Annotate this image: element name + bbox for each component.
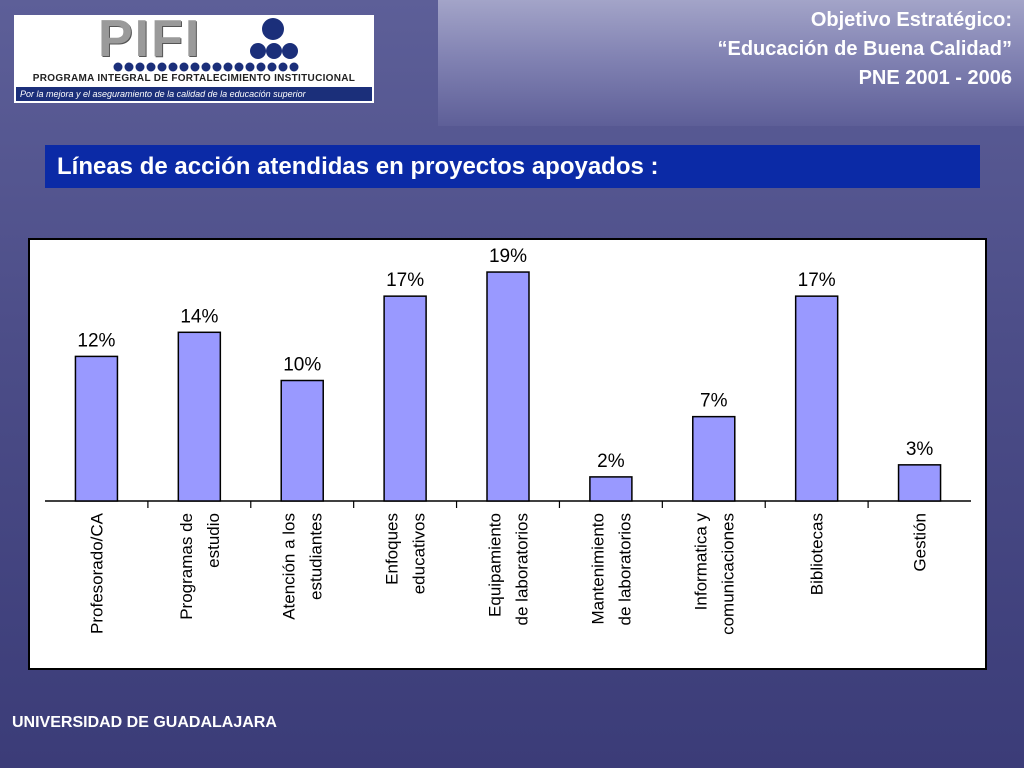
chart-frame: 12% Profesorado/CA 14% Programas de estudio 1…: [28, 238, 987, 670]
bar-8: [897, 464, 942, 502]
footer-university: UNIVERSIDAD DE GUADALAJARA: [12, 714, 277, 731]
bar-4: [486, 271, 530, 502]
category-label-line: Programas de: [177, 513, 196, 620]
pifi-logo: PIFI PROGRAMA INTEGRAL DE FORTALECIMIENT…: [14, 15, 374, 103]
objective-line-1: Objetivo Estratégico:: [810, 9, 1012, 31]
category-label-line: Atención a los: [280, 513, 299, 620]
bar-value-label: 17%: [386, 270, 424, 291]
bar-value-label: 2%: [597, 451, 625, 472]
bar-value-label: 19%: [489, 246, 527, 267]
category-label-line: Profesorado/CA: [87, 512, 106, 634]
objective-header: Objetivo Estratégico: “Educación de Buen…: [592, 6, 1012, 93]
category-label-4: Equipamiento de laboratorios: [486, 513, 532, 625]
category-label-line: Mantenimiento: [588, 513, 607, 625]
category-label-1: Programas de estudio: [177, 513, 223, 620]
category-label-6: Informatica y comunicaciones: [691, 513, 737, 635]
bar-value-label: 10%: [283, 355, 321, 376]
category-label-line: Gestión: [911, 513, 930, 572]
category-label-line: Informatica y: [691, 513, 710, 611]
logo-tagline: Por la mejora y el aseguramiento de la c…: [16, 87, 372, 101]
category-label-line: Bibliotecas: [808, 513, 827, 595]
bar-value-label: 7%: [700, 391, 728, 412]
category-label-line: estudio: [204, 513, 223, 568]
bar-1: [177, 331, 222, 502]
category-label-7: Bibliotecas: [808, 513, 827, 595]
bar-6: [692, 415, 736, 502]
bar-value-label: 12%: [77, 330, 115, 351]
logo-wordmark: PIFI: [98, 15, 202, 68]
section-title: Líneas de acción atendidas en proyectos …: [45, 145, 980, 188]
category-label-line: Enfoques: [383, 513, 402, 585]
category-label-line: Equipamiento: [486, 513, 505, 617]
bar-0: [74, 355, 119, 502]
logo-program-name: PROGRAMA INTEGRAL DE FORTALECIMIENTO INS…: [32, 73, 356, 84]
category-label-0: Profesorado/CA: [87, 512, 106, 634]
category-label-line: de laboratorios: [513, 513, 532, 625]
header-band: [438, 0, 1024, 126]
bar-5: [589, 476, 633, 502]
bar-7: [794, 295, 839, 502]
objective-line-2: “Educación de Buena Calidad”: [717, 38, 1012, 60]
bar-2: [280, 379, 324, 502]
category-label-5: Mantenimiento de laboratorios: [588, 513, 634, 625]
category-label-line: educativos: [410, 513, 429, 594]
category-label-line: comunicaciones: [718, 513, 737, 635]
category-label-8: Gestión: [911, 513, 930, 572]
logo-dots-graphic: [113, 18, 299, 72]
category-label-line: de laboratorios: [615, 513, 634, 625]
bar-value-label: 17%: [798, 270, 836, 291]
bar-3: [383, 295, 427, 502]
bar-value-label: 3%: [906, 439, 934, 460]
category-label-2: Atención a los estudiantes: [280, 513, 326, 620]
objective-line-3: PNE 2001 - 2006: [858, 67, 1012, 89]
category-label-line: estudiantes: [307, 513, 326, 600]
bar-value-label: 14%: [180, 306, 218, 327]
bar-chart: 12% Profesorado/CA 14% Programas de estudio 1…: [45, 246, 971, 635]
category-label-3: Enfoques educativos: [383, 513, 429, 594]
